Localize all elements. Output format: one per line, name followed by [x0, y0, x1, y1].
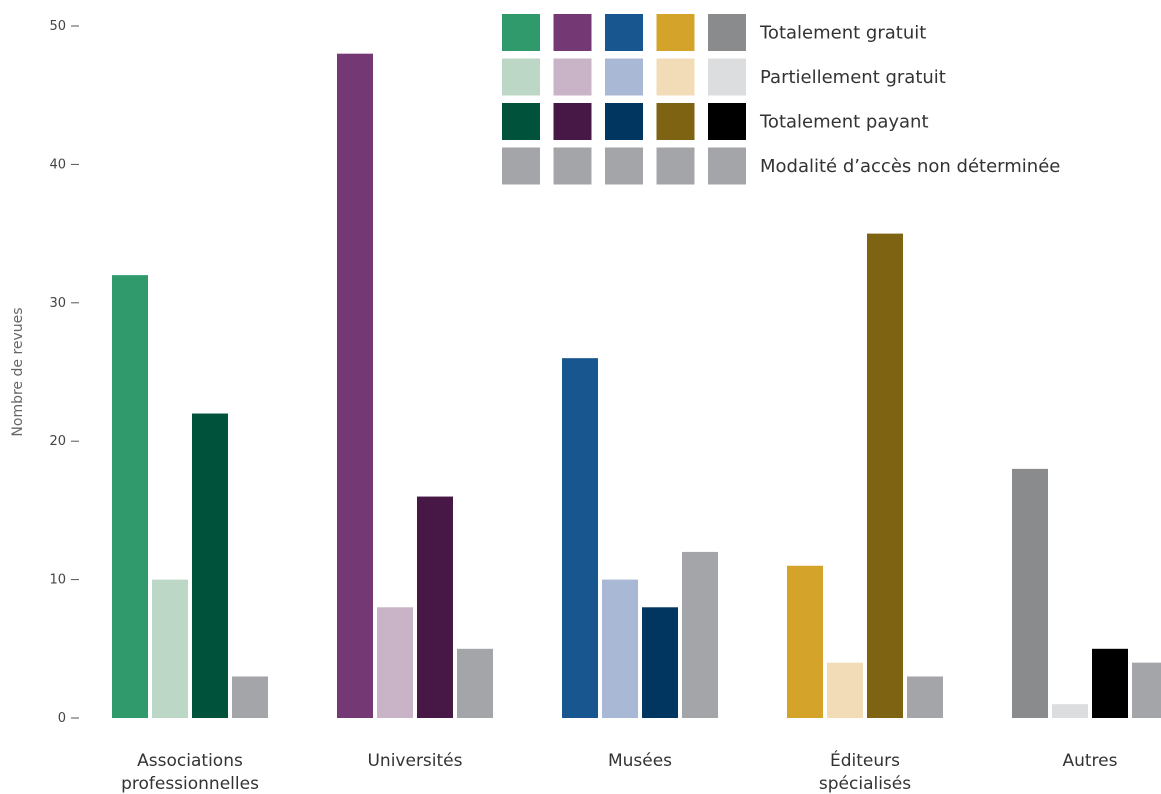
x-category-label: Musées: [608, 751, 672, 771]
bar: [417, 496, 453, 718]
bar: [602, 579, 638, 718]
legend-swatch: [708, 147, 746, 185]
bar: [562, 358, 598, 718]
bar: [457, 648, 493, 718]
y-tick-label: 0: [58, 711, 66, 726]
legend-swatch: [502, 147, 540, 185]
x-category-label: Associations professionnelles: [121, 751, 259, 794]
bar: [112, 275, 148, 718]
y-tick-label: 30: [49, 296, 66, 311]
legend-label: Partiellement gratuit: [760, 67, 946, 88]
bar: [1092, 648, 1128, 718]
legend-swatch: [553, 147, 592, 185]
legend-swatch: [605, 14, 643, 51]
legend-swatch: [708, 58, 746, 96]
legend: Totalement gratuit Partiellement gratuit T…: [502, 14, 1060, 185]
bar: [192, 413, 228, 718]
legend-swatch: [656, 147, 695, 185]
legend-swatch: [502, 58, 540, 96]
y-axis: 0 10 20 30 40 50: [49, 19, 79, 726]
legend-label: Modalité d’accès non déterminée: [760, 156, 1060, 177]
x-category-label: Éditeurs spécialisés: [819, 749, 911, 794]
legend-swatch: [502, 103, 540, 140]
legend-label: Totalement gratuit: [759, 23, 926, 44]
bars: [112, 53, 1161, 719]
legend-swatch: [605, 103, 643, 140]
bar: [232, 676, 268, 718]
legend-swatch: [656, 103, 695, 140]
y-tick-label: 50: [49, 19, 66, 34]
bar: [1132, 662, 1161, 718]
bar: [867, 233, 903, 718]
y-tick-label: 20: [49, 434, 66, 449]
y-tick-label: 10: [49, 573, 66, 588]
legend-swatch: [708, 103, 746, 140]
bar: [682, 551, 718, 718]
bar: [1012, 468, 1048, 718]
bar: [152, 579, 188, 718]
legend-swatch: [605, 147, 643, 185]
x-axis-labels: Associations professionnelles Universités M…: [121, 749, 1118, 794]
legend-swatch: [656, 58, 695, 96]
bar: [1052, 704, 1088, 718]
legend-swatch: [708, 14, 746, 51]
y-axis-title: Nombre de revues: [10, 307, 26, 436]
bar: [337, 53, 373, 719]
x-category-label: Autres: [1062, 751, 1117, 771]
bar: [827, 662, 863, 718]
legend-label: Totalement payant: [759, 112, 929, 133]
legend-swatch: [656, 14, 695, 51]
legend-swatch: [553, 14, 592, 51]
legend-swatch: [605, 58, 643, 96]
legend-swatch: [502, 14, 540, 51]
bar: [787, 565, 823, 718]
bar: [642, 607, 678, 718]
y-tick-label: 40: [49, 157, 66, 172]
legend-swatch: [553, 58, 592, 96]
legend-swatch: [553, 103, 592, 140]
bar: [907, 676, 943, 718]
x-category-label: Universités: [367, 751, 462, 771]
bar: [377, 607, 413, 718]
